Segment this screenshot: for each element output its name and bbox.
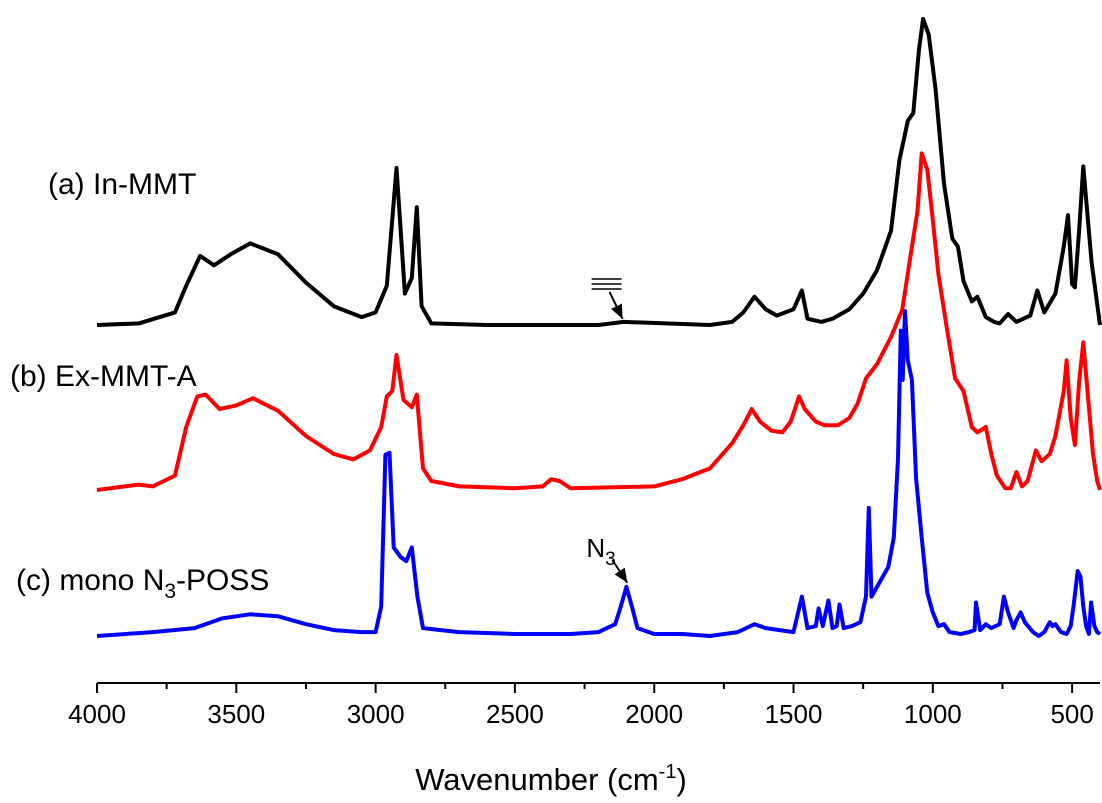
n3-annotation-label: N3	[586, 533, 615, 570]
x-tick-label: 3500	[207, 699, 265, 729]
series-line	[96, 151, 1102, 492]
annotations: N3	[586, 278, 629, 584]
x-tick-label: 2500	[486, 699, 544, 729]
x-tick-label: 1500	[765, 699, 823, 729]
series-line	[96, 16, 1102, 327]
x-axis: 4000 3500 3000 2500 2000 1500 1000 500	[68, 682, 1100, 729]
x-tick-label: 500	[1050, 699, 1093, 729]
series-label: (a) In-MMT	[48, 168, 196, 201]
series-label: (b) Ex-MMT-A	[10, 360, 197, 393]
series-labels: (a) In-MMT (b) Ex-MMT-A (c) mono N3-POSS	[10, 168, 269, 603]
x-tick-label: 2000	[625, 699, 683, 729]
annotation-arrow-head	[614, 567, 628, 583]
x-tick-label: 4000	[68, 699, 126, 729]
x-tick-label: 1000	[904, 699, 962, 729]
x-axis-title: Wavenumber (cm-1)	[415, 761, 687, 797]
annotation-arrow-head	[611, 303, 623, 319]
x-tick-label: 3000	[347, 699, 405, 729]
series-label: (c) mono N3-POSS	[16, 564, 269, 603]
series-layer	[96, 16, 1102, 638]
series-line	[96, 309, 1102, 638]
